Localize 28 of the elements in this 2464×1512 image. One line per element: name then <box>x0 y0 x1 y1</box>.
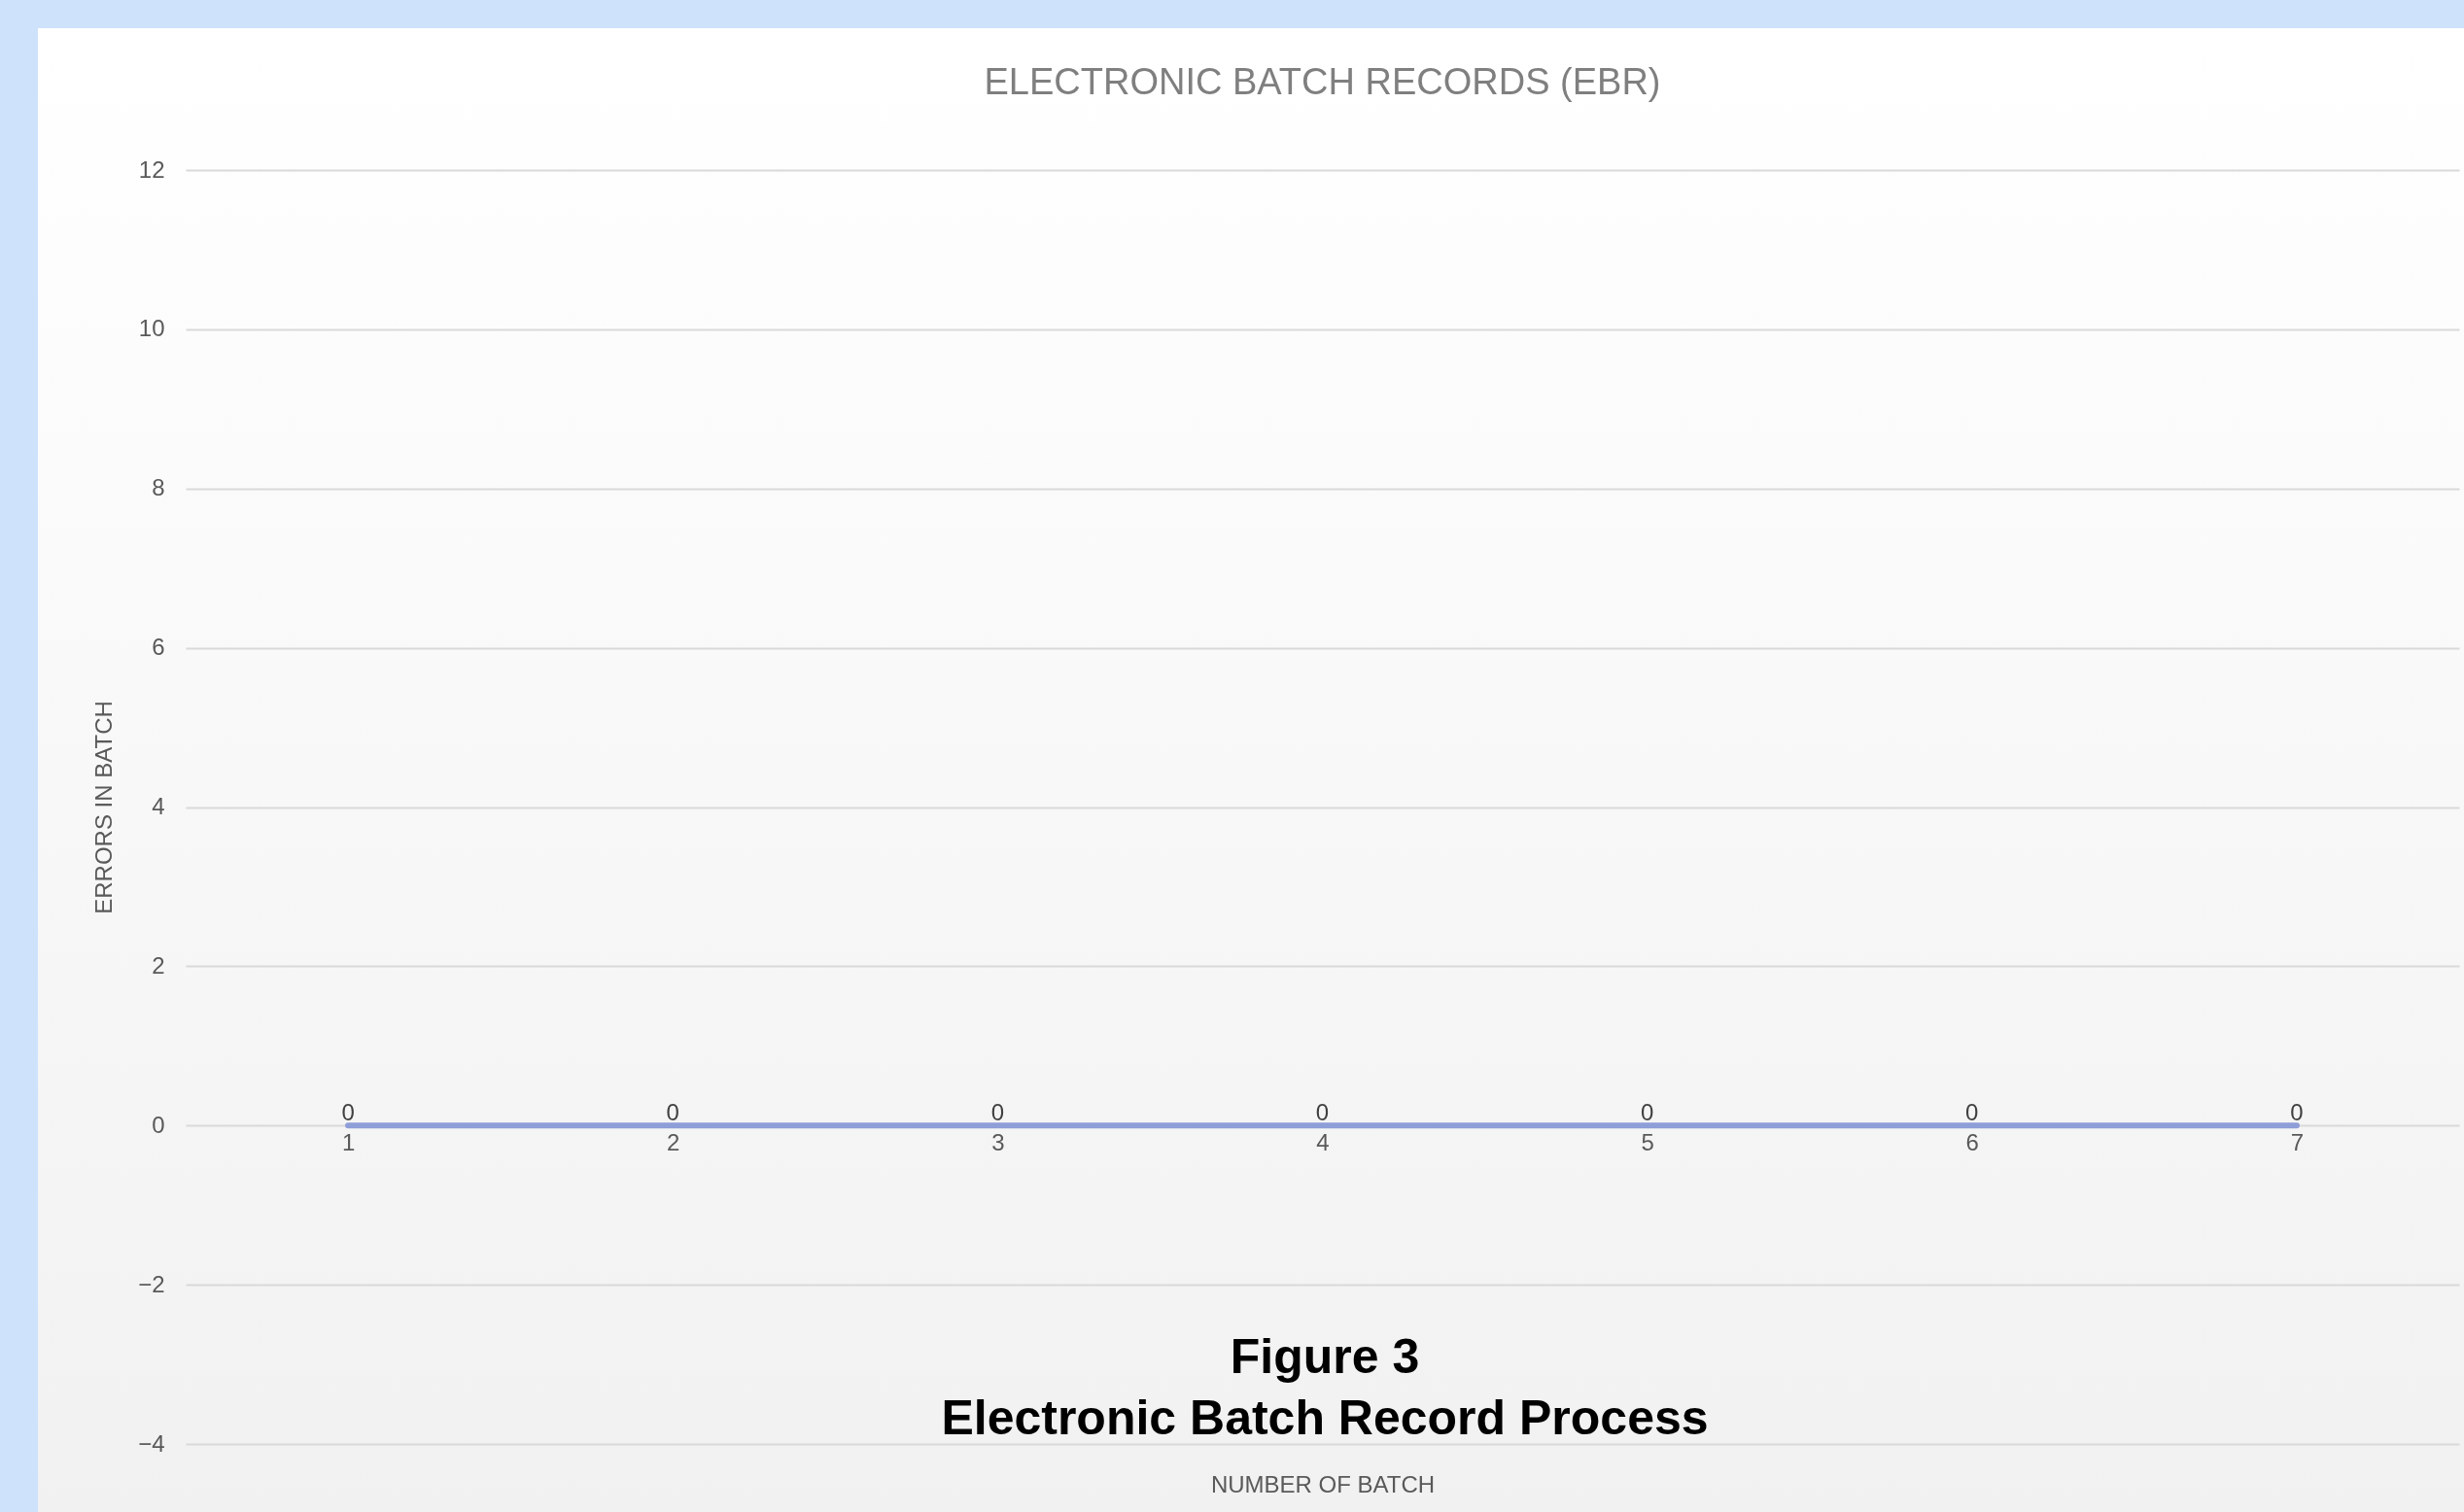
data-label: 0 <box>1315 1099 1330 1126</box>
x-tick-label: 3 <box>991 1128 1005 1155</box>
x-axis-title: NUMBER OF BATCH <box>1210 1470 1436 1497</box>
y-tick-label: −2 <box>138 1270 165 1297</box>
data-label: 0 <box>1965 1099 1979 1126</box>
y-tick-label: 6 <box>152 634 165 661</box>
data-label: 0 <box>2290 1099 2304 1126</box>
x-tick-label: 4 <box>1316 1128 1330 1155</box>
x-tick-label: 6 <box>1965 1128 1979 1155</box>
annotation: Figure 3 <box>1229 1328 1421 1386</box>
y-axis-title: ERRORS IN BATCH <box>90 701 118 914</box>
x-tick-label: 7 <box>2290 1128 2305 1155</box>
y-tick-label: −4 <box>138 1429 165 1457</box>
chart-title: ELECTRONIC BATCH RECORDS (EBR) <box>984 61 1661 102</box>
y-tick-label: 12 <box>138 155 165 183</box>
annotation: Electronic Batch Record Process <box>941 1390 1709 1447</box>
data-label: 0 <box>341 1099 355 1126</box>
y-tick-label: 0 <box>152 1111 165 1138</box>
x-tick-label: 5 <box>1641 1128 1654 1155</box>
y-tick-label: 10 <box>138 315 165 342</box>
y-tick-label: 2 <box>152 951 165 979</box>
x-tick-label: 1 <box>341 1128 356 1155</box>
y-tick-label: 4 <box>152 793 165 819</box>
x-tick-label: 2 <box>667 1128 680 1155</box>
data-label: 0 <box>990 1099 1005 1126</box>
data-label: 0 <box>666 1099 679 1126</box>
data-label: 0 <box>1640 1099 1654 1126</box>
y-tick-label: 8 <box>152 474 165 501</box>
